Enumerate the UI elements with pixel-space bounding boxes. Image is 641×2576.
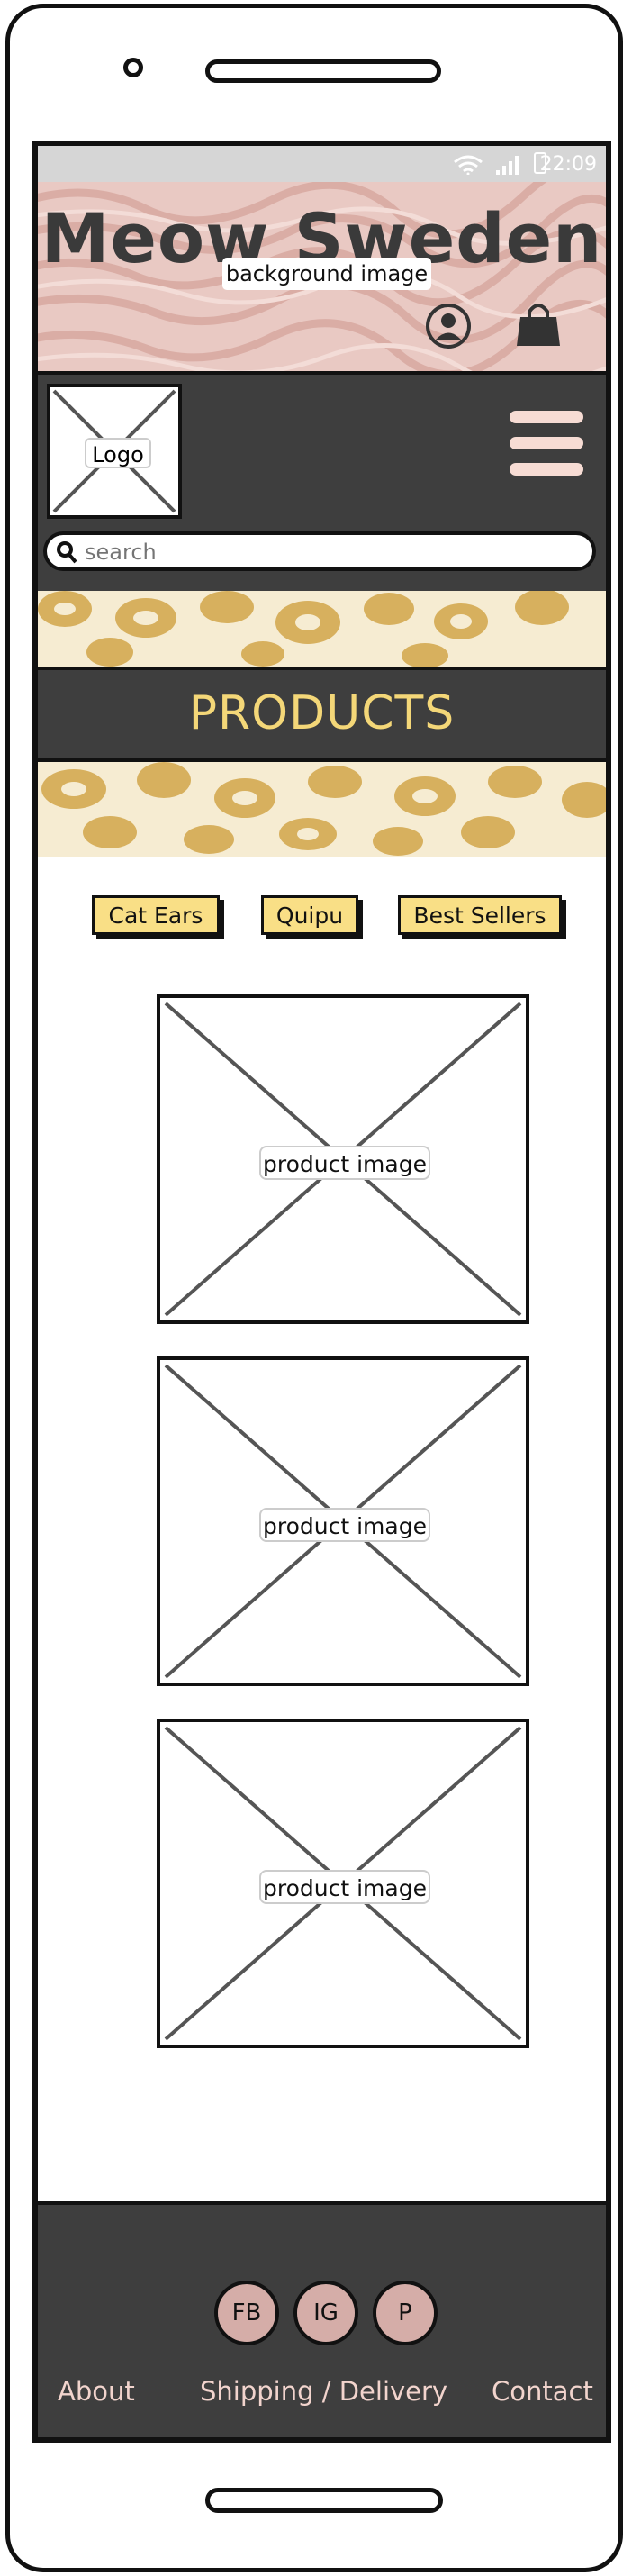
page-title: PRODUCTS (188, 686, 456, 740)
header: Meow Sweden background image (38, 182, 606, 371)
background-image-label: background image (222, 258, 431, 290)
facebook-link[interactable]: FB (214, 2281, 279, 2345)
zebra-background-image (38, 182, 606, 371)
search-input[interactable] (83, 538, 573, 567)
home-button[interactable] (205, 2488, 443, 2513)
logo-label: Logo (85, 438, 151, 468)
product-card[interactable]: product image (157, 994, 529, 1324)
category-button-cat-ears[interactable]: Cat Ears (92, 895, 220, 935)
speaker-grille (205, 59, 441, 83)
product-card[interactable]: product image (157, 1356, 529, 1686)
product-image-label: product image (259, 1870, 430, 1904)
hamburger-menu-icon[interactable] (510, 411, 583, 476)
hamburger-line (510, 411, 583, 423)
navigation-bar: Logo (38, 371, 606, 591)
battery-icon (534, 152, 546, 174)
status-time: 22:09 (539, 153, 597, 176)
hamburger-line (510, 437, 583, 449)
signal-icon (496, 156, 519, 175)
banner-title-bar: PRODUCTS (38, 667, 606, 762)
hamburger-line (510, 463, 583, 476)
products-banner: PRODUCTS (38, 591, 606, 857)
search-bar[interactable] (43, 531, 596, 571)
product-image-label: product image (259, 1508, 430, 1542)
footer-link-contact[interactable]: Contact (492, 2376, 593, 2407)
phone-screen: 22:09 Meow Sweden background image (32, 141, 611, 2443)
status-bar: 22:09 (38, 146, 606, 182)
footer: FB IG P About Shipping / Delivery Contac… (38, 2201, 606, 2437)
search-icon (57, 541, 77, 564)
category-button-best-sellers[interactable]: Best Sellers (398, 895, 562, 935)
camera-icon (123, 58, 143, 77)
instagram-link[interactable]: IG (293, 2281, 358, 2345)
user-icon[interactable] (425, 303, 472, 349)
footer-link-shipping[interactable]: Shipping / Delivery (200, 2376, 448, 2407)
wifi-icon (454, 155, 483, 175)
product-image-label: product image (259, 1146, 430, 1180)
pinterest-link[interactable]: P (373, 2281, 438, 2345)
product-card[interactable]: product image (157, 1719, 529, 2048)
logo-placeholder[interactable]: Logo (47, 384, 182, 519)
category-button-quipu[interactable]: Quipu (261, 895, 358, 935)
shopping-bag-icon[interactable] (515, 299, 562, 349)
footer-link-about[interactable]: About (58, 2376, 135, 2407)
